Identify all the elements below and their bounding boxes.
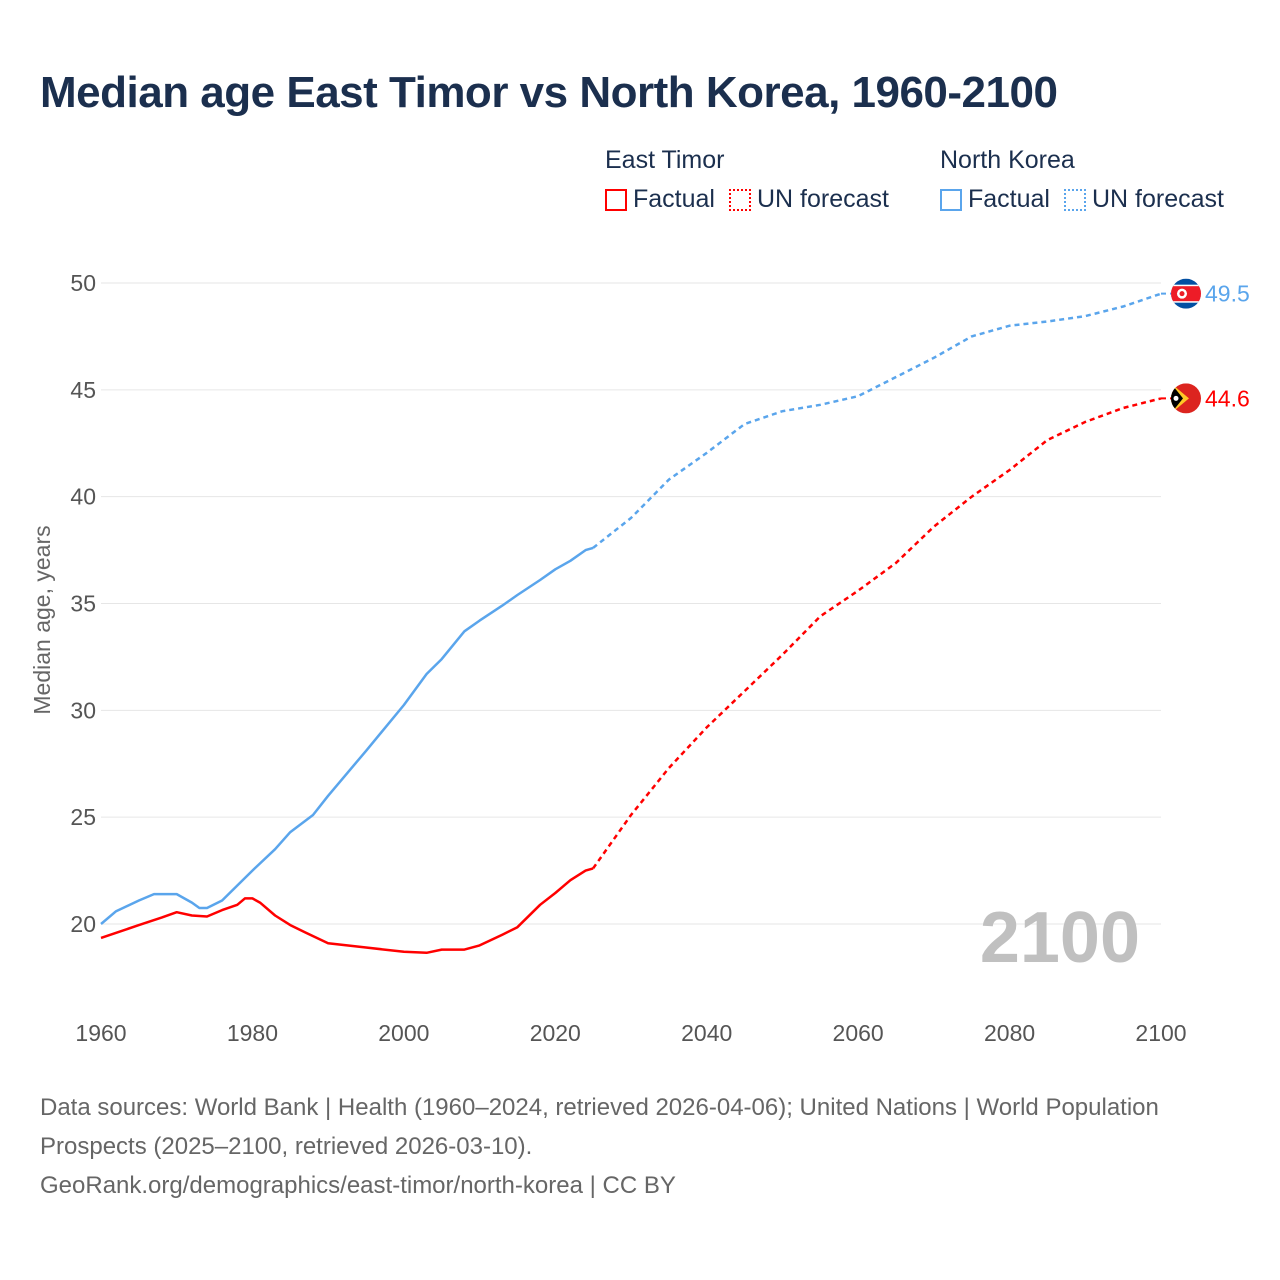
north-korea-flag-icon — [1171, 278, 1201, 309]
source-link[interactable]: GeoRank.org/demographics/east-timor/nort… — [40, 1172, 676, 1199]
year-watermark: 2100 — [980, 898, 1140, 978]
y-tick-label: 35 — [70, 591, 96, 617]
chart-title: Median age East Timor vs North Korea, 19… — [40, 68, 1058, 117]
legend-item-forecast[interactable]: UN forecast — [728, 185, 889, 214]
x-tick-label: 2060 — [833, 1020, 884, 1046]
legend-label: Factual — [633, 185, 715, 213]
legend-title: North Korea — [940, 146, 1075, 174]
y-tick-label: 50 — [70, 270, 96, 296]
east-timor-flag-icon — [1171, 383, 1201, 414]
legend-label: UN forecast — [1091, 185, 1224, 213]
x-tick-label: 2080 — [984, 1020, 1035, 1046]
legend-item-forecast[interactable]: UN forecast — [1063, 185, 1224, 214]
x-tick-label: 2000 — [378, 1020, 429, 1046]
legend-title: East Timor — [605, 146, 725, 174]
y-tick-label: 40 — [70, 484, 96, 510]
north-korea-forecast-line — [592, 292, 1162, 549]
swatch-solid-icon — [605, 188, 627, 211]
east-timor-factual-line — [100, 867, 594, 955]
footer: Data sources: World Bank | Health (1960–… — [40, 1088, 1160, 1205]
north-korea-factual-line — [100, 546, 594, 925]
x-tick-label: 1960 — [75, 1020, 126, 1046]
data-sources: Data sources: World Bank | Health (1960–… — [40, 1094, 1159, 1160]
x-tick-label: 2020 — [530, 1020, 581, 1046]
north-korea-end-value: 49.5 — [1205, 281, 1250, 307]
y-tick-label: 30 — [70, 697, 96, 723]
legend-north-korea: North Korea Factual UN forecast — [940, 146, 1224, 214]
y-tick-label: 25 — [70, 804, 96, 830]
legend-east-timor: East Timor Factual UN forecast — [605, 146, 889, 214]
y-tick-label: 20 — [70, 911, 96, 937]
swatch-solid-icon — [940, 188, 962, 211]
east-timor-end-value: 44.6 — [1205, 385, 1250, 411]
legend-label: UN forecast — [756, 185, 889, 213]
swatch-dotted-icon — [728, 188, 751, 211]
y-tick-label: 45 — [70, 377, 96, 403]
east-timor-forecast-line — [592, 397, 1162, 870]
x-tick-label: 2040 — [681, 1020, 732, 1046]
x-tick-label: 2100 — [1135, 1020, 1186, 1046]
legend-item-factual[interactable]: Factual — [940, 185, 1050, 214]
y-axis-label: Median age, years — [29, 525, 55, 714]
legend-label: Factual — [968, 185, 1050, 213]
x-tick-label: 1980 — [227, 1020, 278, 1046]
swatch-dotted-icon — [1063, 188, 1086, 211]
legend-item-factual[interactable]: Factual — [605, 185, 715, 214]
